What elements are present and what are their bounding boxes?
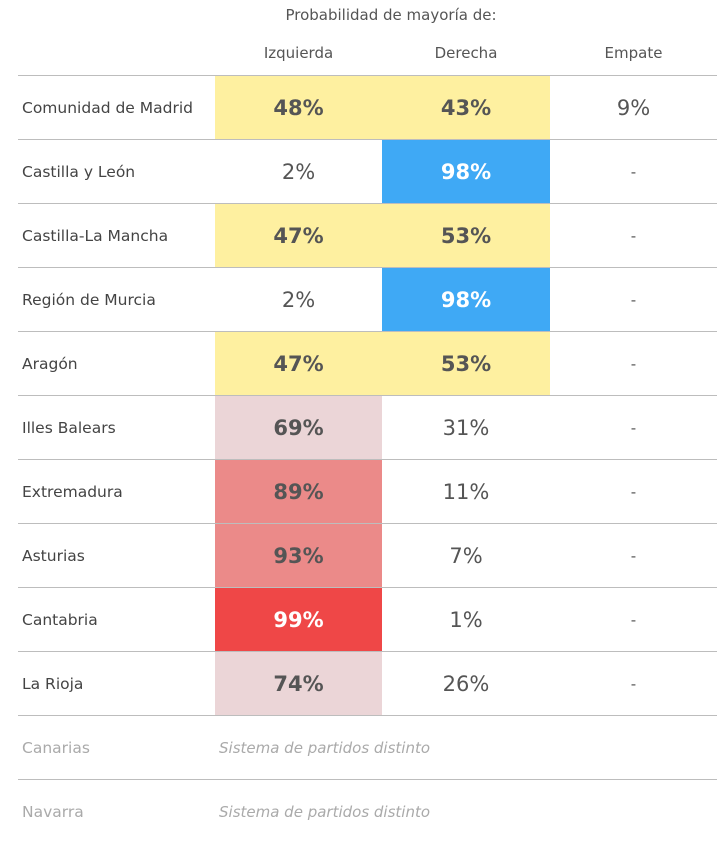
table-body: Comunidad de Madrid 48% 43% 9% Castilla y Le… xyxy=(18,75,717,843)
izquierda-value: 47% xyxy=(215,204,382,267)
table-row: Castilla y León 2% 98% - xyxy=(18,140,717,204)
table-row: La Rioja 74% 26% - xyxy=(18,652,717,716)
derecha-value: 1% xyxy=(449,607,483,632)
column-headers: Izquierda Derecha Empate xyxy=(18,40,717,75)
table-row: Comunidad de Madrid 48% 43% 9% xyxy=(18,76,717,140)
region-label: Navarra xyxy=(22,802,84,821)
region-label: Castilla-La Mancha xyxy=(22,226,169,245)
empate-value: - xyxy=(630,162,637,181)
table-row: Extremadura 89% 11% - xyxy=(18,460,717,524)
empate-value: - xyxy=(630,610,637,629)
izquierda-value: 89% xyxy=(215,460,382,523)
region-label: Illes Balears xyxy=(22,418,116,437)
exclusion-note: Sistema de partidos distinto xyxy=(219,738,431,757)
derecha-value: 98% xyxy=(382,140,550,203)
derecha-value: 31% xyxy=(442,415,490,440)
column-header-derecha: Derecha xyxy=(434,44,498,62)
derecha-value: 43% xyxy=(382,76,550,139)
izquierda-value: 48% xyxy=(215,76,382,139)
region-label: Cantabria xyxy=(22,610,98,629)
derecha-value: 11% xyxy=(442,479,490,504)
empate-value: - xyxy=(630,546,637,565)
region-label: Castilla y León xyxy=(22,162,136,181)
empate-value: 9% xyxy=(616,95,651,120)
derecha-value: 53% xyxy=(382,204,550,267)
izquierda-value: 93% xyxy=(215,524,382,587)
table-row: Región de Murcia 2% 98% - xyxy=(18,268,717,332)
izquierda-value: 2% xyxy=(281,287,316,312)
derecha-value: 98% xyxy=(382,268,550,331)
derecha-value: 26% xyxy=(442,671,490,696)
column-header-izquierda: Izquierda xyxy=(263,44,334,62)
izquierda-value: 74% xyxy=(215,652,382,715)
table-super-header: Probabilidad de mayoría de: xyxy=(285,6,497,24)
empate-value: - xyxy=(630,674,637,693)
empate-value: - xyxy=(630,418,637,437)
table-row: Aragón 47% 53% - xyxy=(18,332,717,396)
izquierda-value: 69% xyxy=(215,396,382,459)
empate-value: - xyxy=(630,290,637,309)
derecha-value: 7% xyxy=(449,543,483,568)
region-label: Extremadura xyxy=(22,482,123,501)
column-header-empate: Empate xyxy=(604,44,663,62)
table-row: Illes Balears 69% 31% - xyxy=(18,396,717,460)
derecha-value: 53% xyxy=(382,332,550,395)
table-row-excluded: Navarra Sistema de partidos distinto xyxy=(18,780,717,843)
region-label: La Rioja xyxy=(22,674,84,693)
izquierda-value: 47% xyxy=(215,332,382,395)
izquierda-value: 2% xyxy=(281,159,316,184)
region-label: Comunidad de Madrid xyxy=(22,98,193,117)
region-label: Asturias xyxy=(22,546,85,565)
region-label: Aragón xyxy=(22,354,78,373)
table-row-excluded: Canarias Sistema de partidos distinto xyxy=(18,716,717,780)
izquierda-value: 99% xyxy=(215,588,382,651)
region-label: Región de Murcia xyxy=(22,290,156,309)
region-label: Canarias xyxy=(22,738,90,757)
empate-value: - xyxy=(630,226,637,245)
table-row: Cantabria 99% 1% - xyxy=(18,588,717,652)
empate-value: - xyxy=(630,354,637,373)
table-row: Asturias 93% 7% - xyxy=(18,524,717,588)
exclusion-note: Sistema de partidos distinto xyxy=(219,802,431,821)
table-row: Castilla-La Mancha 47% 53% - xyxy=(18,204,717,268)
empate-value: - xyxy=(630,482,637,501)
